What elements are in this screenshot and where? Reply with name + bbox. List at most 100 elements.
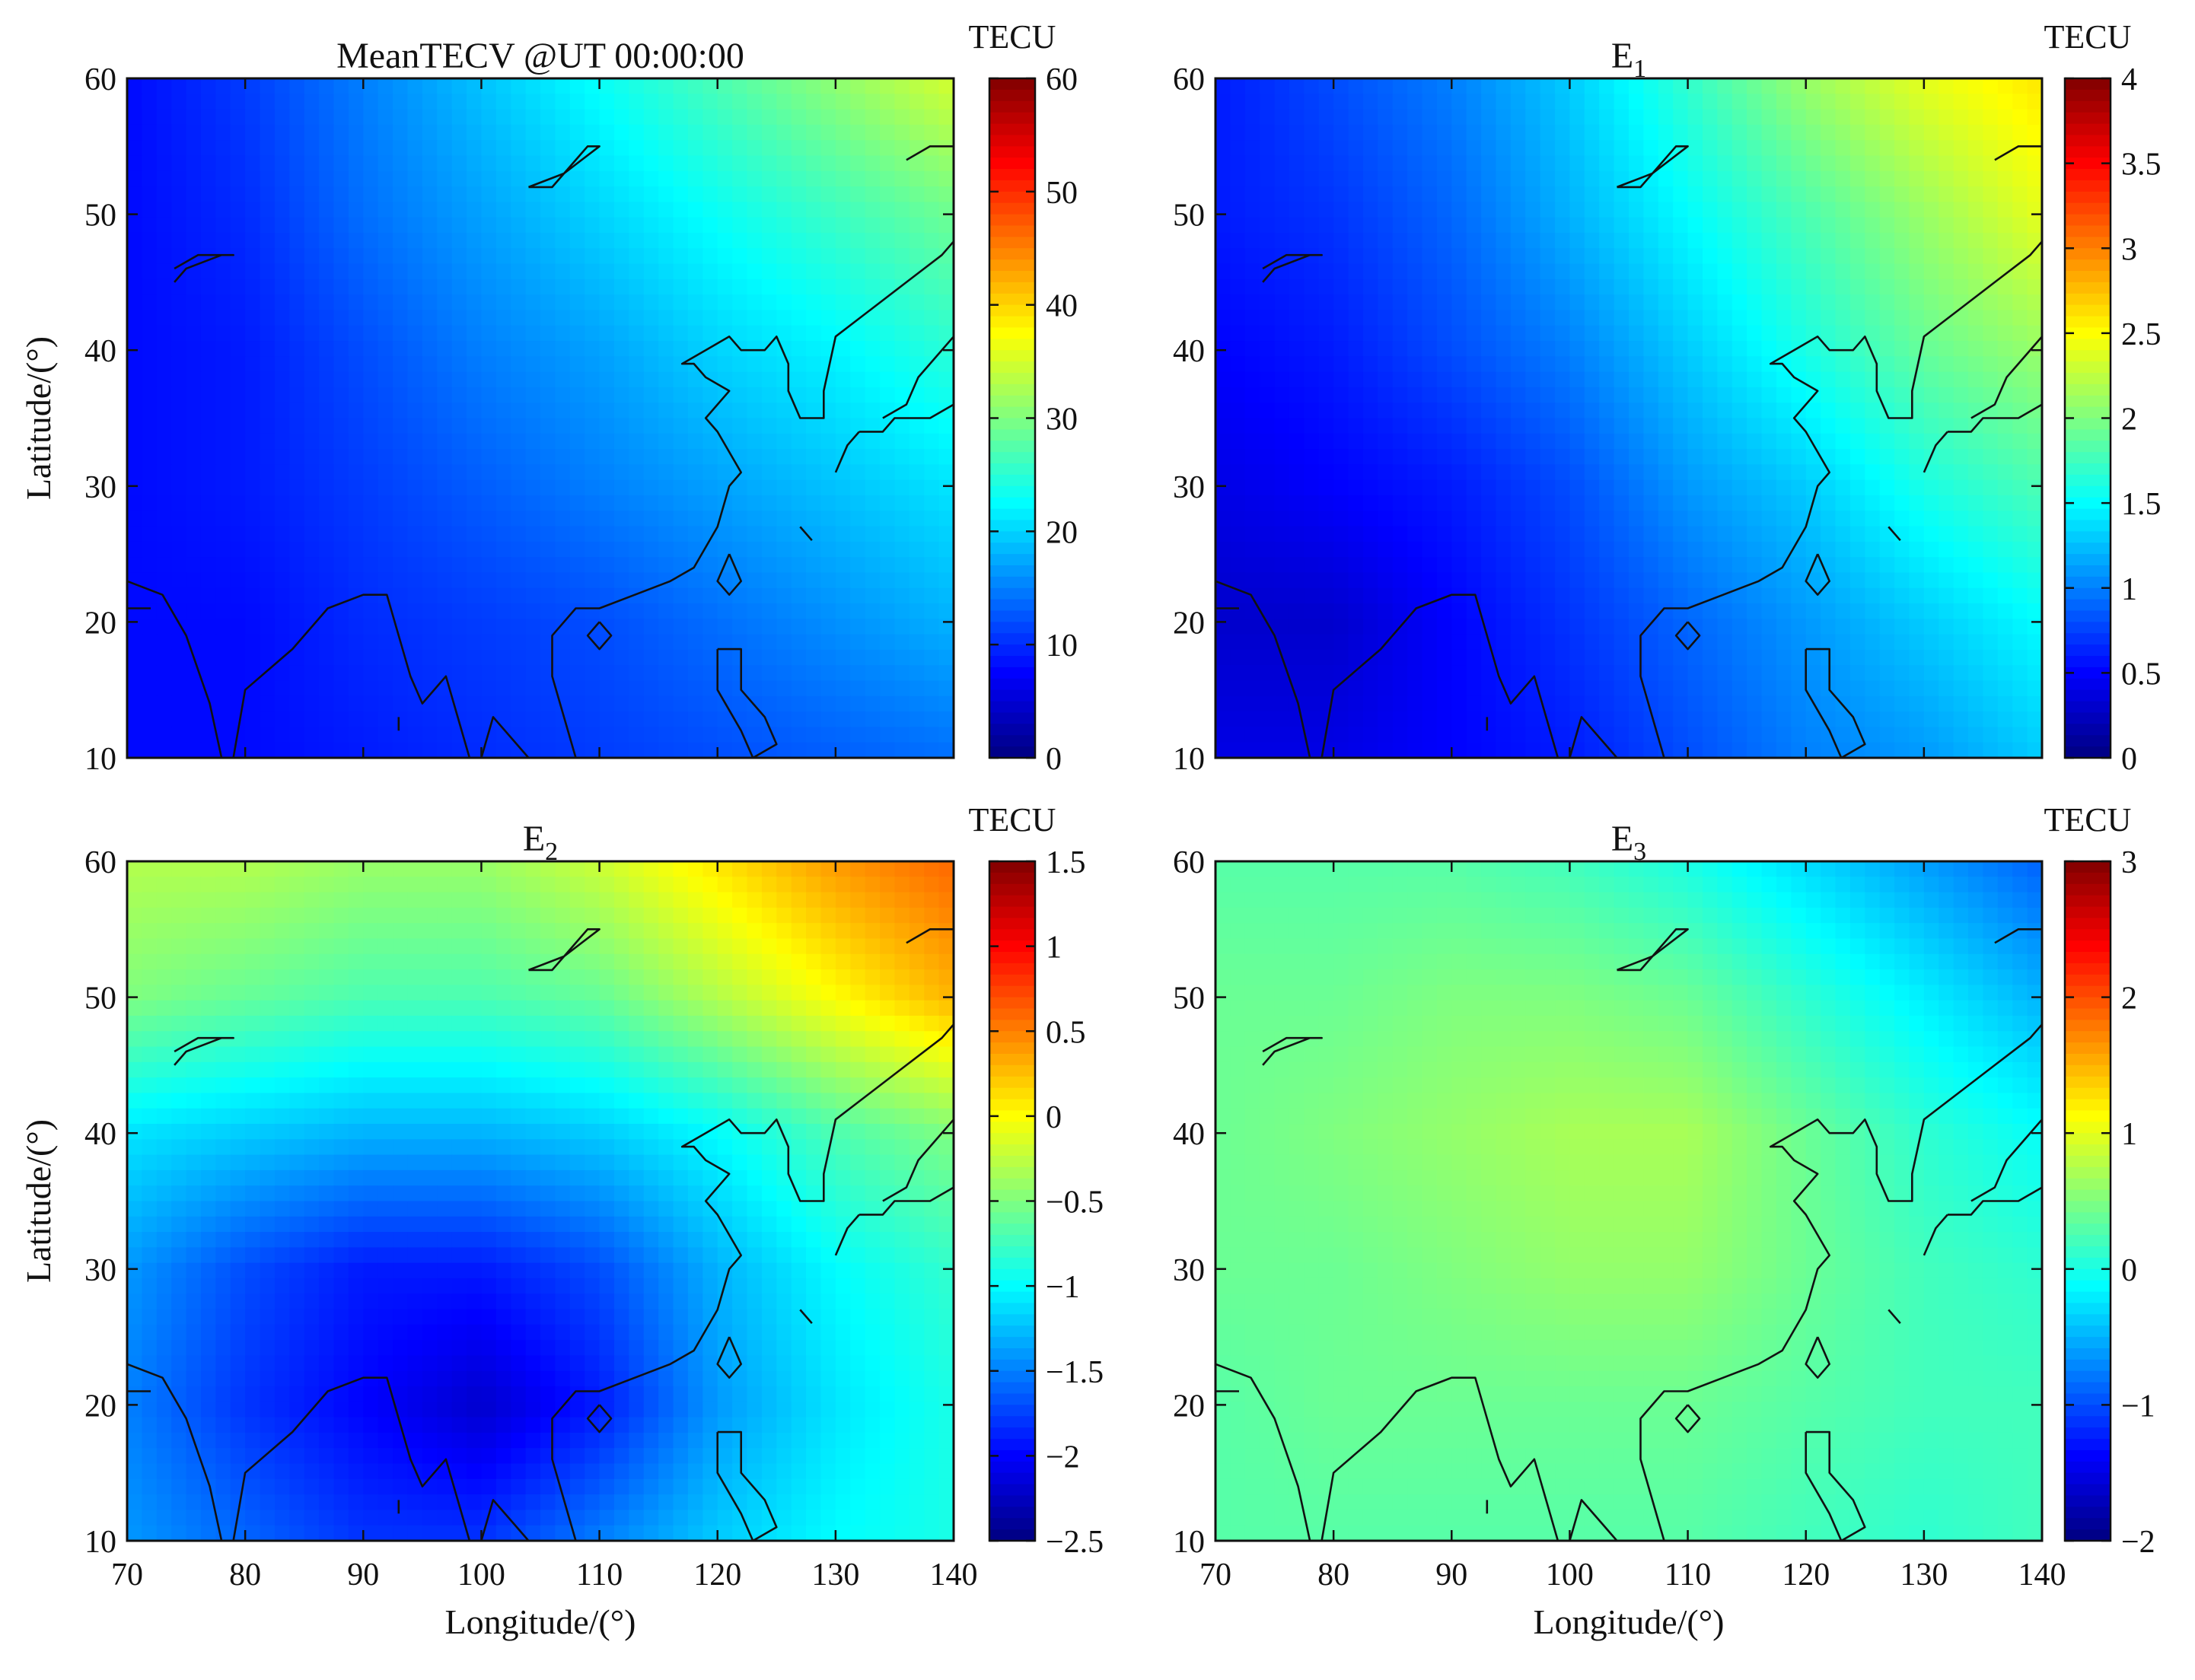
- field-cell: [1466, 680, 1482, 697]
- field-cell: [1260, 695, 1276, 712]
- field-cell: [865, 665, 881, 682]
- field-cell: [1879, 248, 1895, 265]
- field-cell: [274, 325, 291, 342]
- field-cell: [1230, 557, 1246, 574]
- field-cell: [378, 557, 393, 574]
- field-cell: [1569, 603, 1585, 620]
- field-cell: [791, 341, 807, 358]
- field-cell: [702, 603, 718, 620]
- field-cell: [1997, 310, 2014, 326]
- field-cell: [1510, 310, 1527, 326]
- field-cell: [1451, 232, 1467, 250]
- field-cell: [495, 541, 512, 558]
- field-cell: [274, 387, 291, 404]
- field-cell: [717, 263, 733, 280]
- field-cell: [1761, 278, 1777, 295]
- field-cell: [1643, 217, 1659, 234]
- field-cell: [1629, 680, 1645, 697]
- field-raster: [127, 78, 954, 759]
- field-cell: [1569, 325, 1585, 342]
- field-cell: [1407, 78, 1423, 95]
- field-cell: [378, 78, 393, 95]
- field-cell: [1805, 464, 1821, 481]
- field-cell: [1569, 464, 1585, 481]
- field-cell: [613, 263, 630, 280]
- field-cell: [525, 464, 541, 481]
- field-cell: [1584, 387, 1601, 404]
- field-cell: [1702, 511, 1719, 527]
- field-cell: [599, 711, 615, 728]
- field-cell: [1333, 541, 1349, 558]
- field-cell: [761, 680, 778, 697]
- field-cell: [1776, 680, 1792, 697]
- field-cell: [658, 433, 674, 450]
- panel-title: MeanTECV @UT 00:00:00: [336, 36, 744, 76]
- field-cell: [1378, 495, 1394, 512]
- colorbar-tick-label: 30: [1046, 402, 1078, 438]
- field-cell: [1304, 695, 1320, 712]
- field-cell: [1289, 603, 1305, 620]
- field-cell: [1392, 526, 1408, 542]
- field-cell: [643, 695, 659, 712]
- field-cell: [1983, 433, 1999, 450]
- field-cell: [673, 742, 689, 759]
- field-cell: [1776, 464, 1792, 481]
- field-cell: [2027, 109, 2043, 126]
- field-cell: [717, 402, 733, 419]
- field-cell: [1274, 695, 1290, 712]
- field-cell: [1304, 680, 1320, 697]
- field-cell: [776, 310, 792, 326]
- field-cell: [702, 665, 718, 682]
- field-cell: [393, 278, 409, 295]
- field-cell: [1451, 695, 1467, 712]
- field-cell: [1865, 78, 1881, 95]
- field-cell: [525, 186, 541, 203]
- field-cell: [1466, 202, 1482, 218]
- field-cell: [1555, 356, 1571, 373]
- field-cell: [1260, 294, 1276, 311]
- field-cell: [451, 109, 467, 126]
- field-cell: [348, 232, 365, 250]
- field-cell: [1997, 170, 2014, 187]
- field-cell: [1362, 402, 1379, 419]
- field-cell: [1451, 371, 1467, 388]
- field-cell: [687, 310, 704, 326]
- field-cell: [1643, 263, 1659, 280]
- field-cell: [1436, 479, 1453, 496]
- field-cell: [1496, 433, 1512, 450]
- field-cell: [1747, 603, 1763, 620]
- field-cell: [850, 449, 866, 466]
- field-cell: [687, 294, 704, 311]
- field-cell: [1599, 387, 1615, 404]
- field-cell: [687, 495, 704, 512]
- field-cell: [260, 495, 276, 512]
- field-cell: [2027, 170, 2043, 187]
- field-cell: [1702, 541, 1719, 558]
- field-cell: [171, 278, 187, 295]
- field-cell: [791, 294, 807, 311]
- field-cell: [1909, 294, 1925, 311]
- field-cell: [1496, 155, 1512, 172]
- field-cell: [540, 371, 556, 388]
- field-cell: [1422, 371, 1438, 388]
- field-cell: [481, 356, 497, 373]
- field-cell: [1805, 294, 1821, 311]
- field-cell: [1835, 155, 1851, 172]
- field-cell: [245, 263, 261, 280]
- field-cell: [1481, 78, 1497, 95]
- field-cell: [1525, 587, 1541, 604]
- field-cell: [1230, 541, 1246, 558]
- field-cell: [1761, 217, 1777, 234]
- y-tick-label: 20: [84, 606, 116, 641]
- field-cell: [1451, 356, 1467, 373]
- field-cell: [1392, 294, 1408, 311]
- field-cell: [1481, 202, 1497, 218]
- field-cell: [1436, 263, 1453, 280]
- field-cell: [1348, 680, 1364, 697]
- field-cell: [1835, 603, 1851, 620]
- field-cell: [599, 186, 615, 203]
- field-cell: [171, 433, 187, 450]
- field-cell: [319, 711, 335, 728]
- field-cell: [437, 263, 453, 280]
- field-cell: [1923, 572, 1940, 589]
